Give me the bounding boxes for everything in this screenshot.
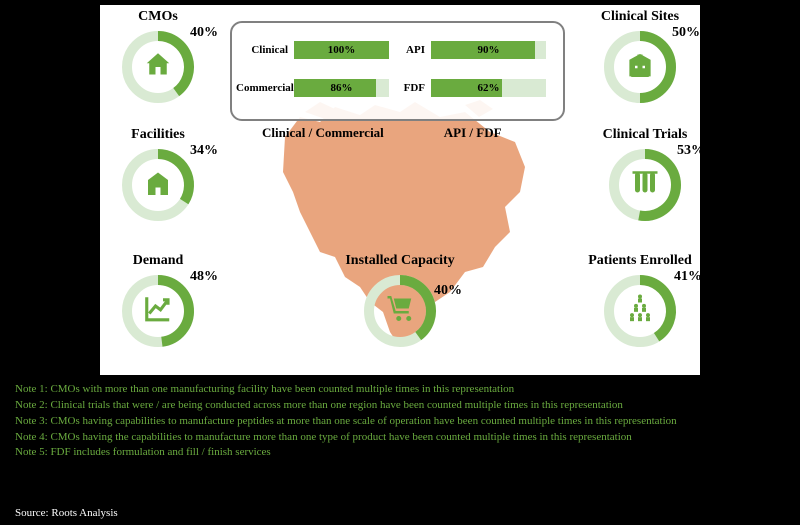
bar-clinical: 100%: [294, 41, 389, 59]
hospital-icon: [625, 50, 655, 85]
note-4: Note 4: CMOs having the capabilities to …: [15, 430, 785, 445]
source-text: Source: Roots Analysis: [15, 507, 118, 519]
chart-up-icon: [143, 294, 173, 329]
header-clinical-commercial: Clinical / Commercial: [262, 125, 384, 141]
comparison-box: Clinical 100% API 90% Commercial 86% FDF: [230, 21, 565, 121]
white-panel: Clinical 100% API 90% Commercial 86% FDF: [100, 5, 700, 375]
metric-clinical-sites: Clinical Sites 50%: [590, 9, 690, 107]
note-2: Note 2: Clinical trials that were / are …: [15, 398, 785, 413]
note-3: Note 3: CMOs having capabilities to manu…: [15, 414, 785, 429]
notes-block: Note 1: CMOs with more than one manufact…: [15, 382, 785, 461]
metric-installed: Installed Capacity 40%: [335, 253, 465, 351]
people-pyramid-icon: [624, 293, 656, 330]
header-api-fdf: API / FDF: [444, 125, 502, 141]
note-5: Note 5: FDF includes formulation and fil…: [15, 445, 785, 460]
bar-commercial: 86%: [294, 79, 389, 97]
bar-fdf: 62%: [431, 79, 546, 97]
metric-facilities: Facilities 34%: [108, 127, 208, 225]
building-icon: [143, 168, 173, 203]
house-icon: [143, 50, 173, 85]
bar-label-commercial: Commercial: [236, 82, 294, 94]
metric-cmos: CMOs 40%: [108, 9, 208, 107]
metric-demand: Demand 48%: [108, 253, 208, 351]
bar-label-clinical: Clinical: [236, 44, 294, 56]
metric-patients: Patients Enrolled 41%: [580, 253, 700, 351]
note-1: Note 1: CMOs with more than one manufact…: [15, 382, 785, 397]
canvas: Clinical 100% API 90% Commercial 86% FDF: [0, 0, 800, 525]
bar-label-api: API: [389, 44, 431, 56]
bar-label-fdf: FDF: [389, 82, 431, 94]
metric-clinical-trials: Clinical Trials 53%: [590, 127, 700, 225]
test-tubes-icon: [630, 168, 660, 203]
cart-icon: [385, 294, 415, 329]
bar-api: 90%: [431, 41, 546, 59]
